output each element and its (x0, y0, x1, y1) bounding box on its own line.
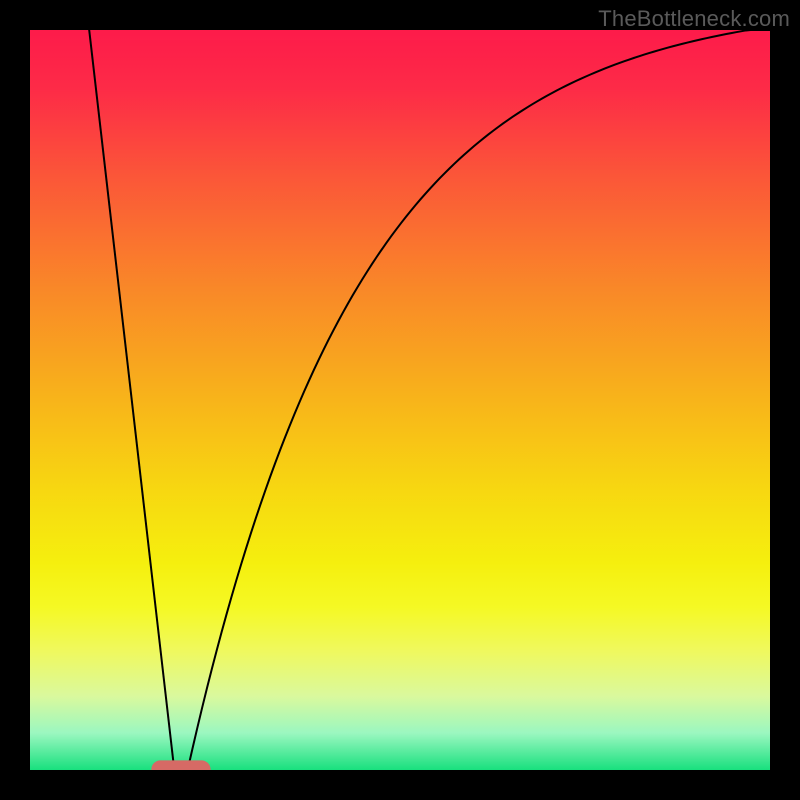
plot-background (30, 30, 770, 770)
bottleneck-chart: TheBottleneck.com (0, 0, 800, 800)
chart-svg (0, 0, 800, 800)
